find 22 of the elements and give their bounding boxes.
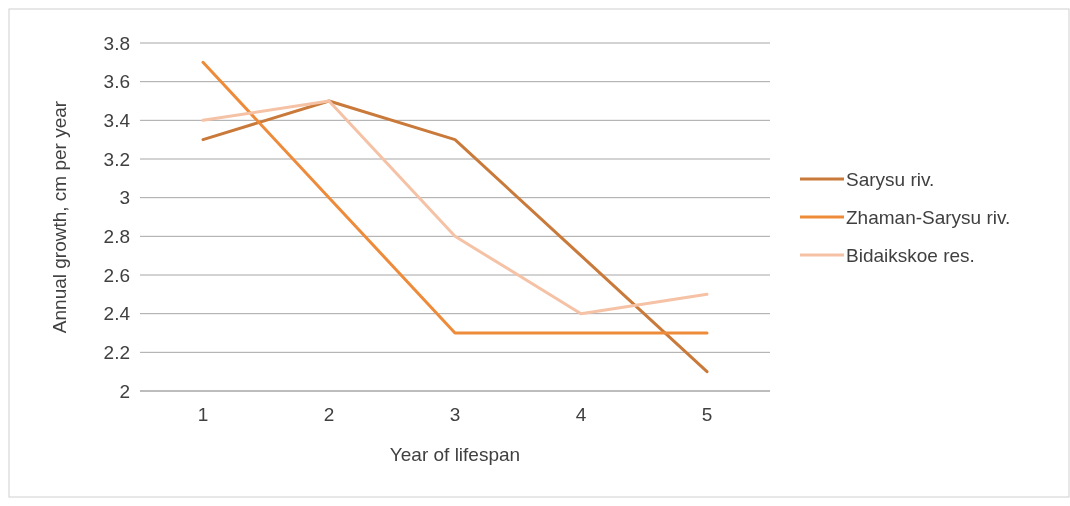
x-tick-label: 2 [323,404,335,425]
y-tick-label: 2 [119,380,130,402]
y-axis-title: Annual growth, cm per year [49,100,70,334]
y-tick-label: 2.8 [103,225,130,247]
y-tick-label: 3 [119,187,130,209]
x-tick-label: 5 [701,404,713,425]
x-tick-label: 4 [575,404,587,425]
y-tick-label: 2.6 [103,264,130,286]
y-tick-label: 3.8 [103,32,130,54]
y-tick-label: 3.6 [103,71,130,93]
x-tick-label: 3 [449,404,461,425]
line-series [201,99,709,374]
legend-label: Zhaman-Sarysu riv. [846,206,1011,228]
y-tick-label: 2.4 [103,303,131,325]
y-tick-label: 3.2 [103,148,130,170]
legend-label: Sarysu riv. [846,168,935,190]
x-axis-title: Year of lifespan [389,444,521,465]
line-series [201,99,709,316]
legend-label: Bidaikskoe res. [846,244,975,266]
x-tick-label: 1 [197,404,209,425]
y-tick-label: 2.2 [103,341,130,363]
y-tick-label: 3.4 [103,109,131,131]
